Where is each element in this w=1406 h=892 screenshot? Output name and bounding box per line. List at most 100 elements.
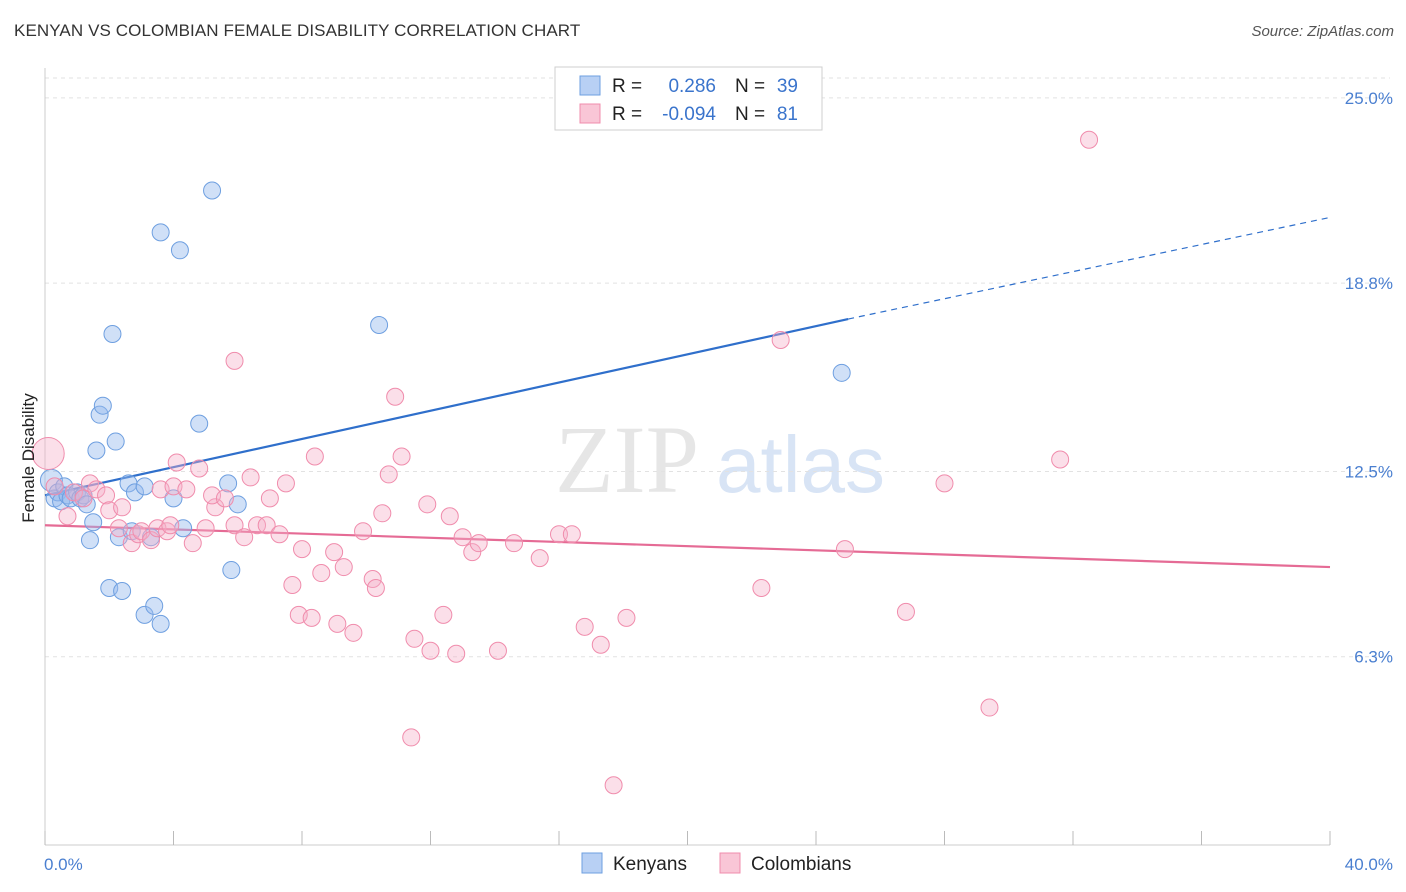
point-kenyans — [219, 474, 238, 493]
point-colombians — [530, 549, 549, 568]
point-colombians — [488, 641, 507, 660]
point-colombians — [505, 534, 524, 553]
point-colombians — [206, 498, 225, 517]
point-colombians — [97, 486, 116, 505]
bottom-legend-colombians: Colombians — [751, 854, 851, 875]
point-colombians — [142, 531, 161, 550]
data-points — [31, 130, 1099, 795]
point-colombians — [562, 525, 581, 544]
point-colombians — [386, 387, 405, 406]
legend-n-value-kenyans: 39 — [777, 76, 798, 97]
point-colombians — [270, 525, 289, 544]
chart-title: KENYAN VS COLOMBIAN FEMALE DISABILITY CO… — [14, 21, 581, 40]
trend-line-kenyans — [44, 317, 849, 497]
point-colombians — [302, 608, 321, 627]
point-colombians — [87, 480, 106, 499]
point-kenyans — [151, 223, 170, 242]
point-colombians — [392, 447, 411, 466]
point-colombians — [241, 468, 260, 487]
point-colombians — [58, 507, 77, 526]
point-kenyans — [103, 324, 122, 343]
legend-swatch-colombians — [579, 103, 601, 124]
x-tick-label: 0.0% — [44, 855, 83, 874]
point-colombians — [575, 617, 594, 636]
trend-line-kenyans-extension — [848, 216, 1331, 320]
point-colombians — [109, 519, 128, 538]
legend-n-label-kenyans: N = — [735, 76, 765, 97]
point-kenyans — [125, 483, 144, 502]
point-colombians — [328, 614, 347, 633]
point-colombians — [31, 437, 65, 471]
point-colombians — [617, 608, 636, 627]
point-colombians — [276, 474, 295, 493]
point-colombians — [550, 525, 568, 544]
point-colombians — [440, 507, 459, 526]
point-colombians — [334, 558, 353, 577]
point-colombians — [980, 698, 999, 717]
point-colombians — [183, 534, 202, 553]
legend-r-label-colombians: R = — [612, 104, 642, 125]
point-kenyans — [832, 363, 851, 382]
legend-swatch-kenyans — [579, 75, 601, 96]
point-colombians — [158, 522, 177, 541]
stats-legend: R = 0.286 N = 39 R = -0.094 N = 81 — [554, 66, 823, 131]
point-colombians — [177, 480, 196, 499]
y-tick-label: 6.3% — [1354, 648, 1393, 667]
point-colombians — [260, 489, 279, 508]
series-legend: Kenyans Colombians — [581, 852, 851, 875]
point-colombians — [591, 635, 610, 654]
point-colombians — [113, 498, 132, 517]
legend-r-label-kenyans: R = — [612, 76, 642, 97]
legend-r-value-colombians: -0.094 — [662, 104, 716, 125]
watermark-atlas: atlas — [716, 420, 885, 509]
point-colombians — [1080, 130, 1099, 149]
point-colombians — [354, 522, 373, 541]
point-colombians — [122, 534, 141, 553]
point-colombians — [215, 489, 234, 508]
point-colombians — [405, 629, 424, 648]
y-tick-label: 18.8% — [1345, 274, 1393, 293]
point-kenyans — [145, 596, 164, 615]
point-colombians — [235, 528, 254, 547]
point-colombians — [604, 776, 623, 795]
point-colombians — [64, 483, 83, 502]
trend-line-colombians — [44, 524, 1331, 569]
point-colombians — [896, 602, 915, 621]
point-colombians — [305, 447, 324, 466]
point-colombians — [312, 564, 331, 583]
point-colombians — [402, 728, 421, 747]
point-colombians — [752, 578, 771, 597]
legend-n-label-colombians: N = — [735, 104, 765, 125]
point-colombians — [248, 516, 267, 535]
point-colombians — [434, 605, 453, 624]
point-kenyans — [222, 561, 241, 580]
point-colombians — [196, 519, 215, 538]
point-kenyans — [106, 432, 125, 451]
axes — [44, 68, 1331, 846]
bottom-legend-swatch-kenyans — [581, 852, 603, 874]
point-colombians — [325, 543, 344, 562]
point-kenyans — [77, 495, 96, 514]
point-kenyans — [370, 316, 389, 335]
point-kenyans — [135, 605, 154, 624]
point-colombians — [161, 516, 180, 535]
point-colombians — [447, 644, 466, 663]
point-kenyans — [93, 396, 112, 415]
point-colombians — [463, 543, 482, 562]
point-kenyans — [203, 181, 222, 200]
trend-lines — [44, 216, 1331, 569]
point-kenyans — [87, 441, 106, 460]
point-colombians — [283, 576, 302, 595]
point-colombians — [373, 504, 392, 523]
y-axis-label: Female Disability — [19, 393, 38, 523]
watermark-zip: ZIP — [555, 406, 699, 513]
point-colombians — [935, 474, 954, 493]
watermark: ZIP atlas — [555, 406, 885, 513]
point-colombians — [421, 641, 440, 660]
point-kenyans — [151, 614, 170, 633]
point-colombians — [167, 453, 186, 472]
bottom-legend-kenyans: Kenyans — [613, 854, 687, 875]
point-colombians — [1051, 450, 1070, 469]
point-kenyans — [170, 241, 189, 260]
